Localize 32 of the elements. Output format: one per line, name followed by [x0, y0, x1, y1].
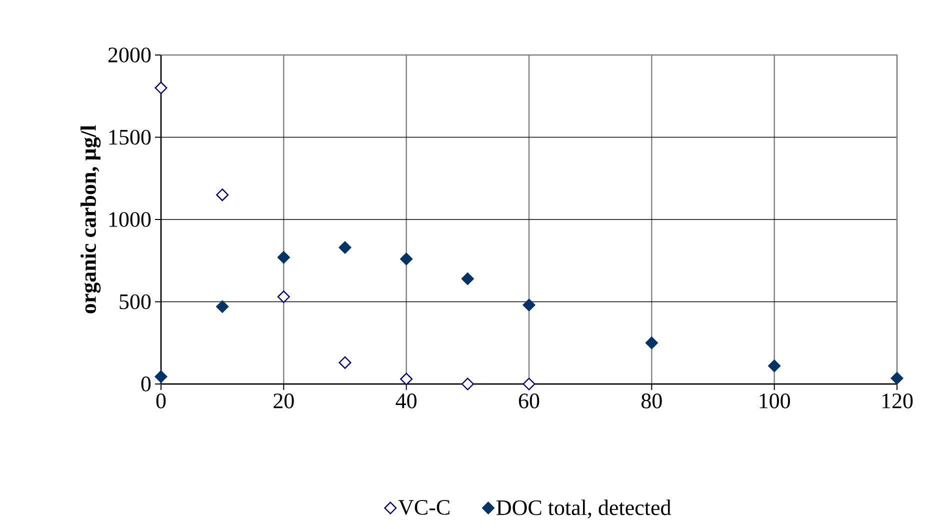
point	[768, 360, 781, 372]
point	[216, 300, 229, 313]
point	[277, 251, 290, 264]
x-tick-label: 120	[882, 394, 913, 408]
y-tick-label: 0	[141, 376, 151, 392]
x-tick-label: 100	[760, 394, 790, 408]
x-tick-label: 80	[642, 394, 662, 408]
point	[461, 272, 474, 285]
point	[890, 372, 904, 384]
point	[645, 336, 658, 350]
x-tick-label: 20	[274, 394, 294, 408]
y-tick-label: 2000	[108, 48, 151, 62]
point	[216, 188, 229, 202]
y-tick-label: 1500	[109, 130, 151, 145]
point	[400, 252, 413, 266]
point	[400, 372, 413, 386]
x-tick-label: 0	[156, 394, 166, 408]
point	[461, 378, 474, 390]
point	[522, 298, 536, 312]
point	[338, 356, 352, 369]
point	[154, 370, 168, 383]
point	[522, 378, 536, 390]
y-axis-title: organic carbon, µg/l	[80, 125, 101, 314]
point	[338, 241, 352, 254]
legend-label: DOC total, detected	[496, 500, 671, 518]
y-tick-label: 1000	[109, 212, 151, 227]
x-tick-label: 60	[518, 394, 540, 408]
point	[154, 82, 168, 94]
legend-label: VC-C	[398, 500, 450, 515]
x-tick-label: 40	[396, 394, 416, 408]
y-tick-label: 500	[120, 294, 151, 310]
point	[277, 290, 290, 304]
